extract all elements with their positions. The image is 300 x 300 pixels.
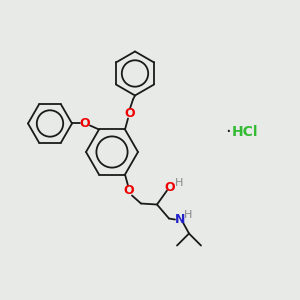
Text: ·: ·	[225, 123, 231, 141]
Text: O: O	[124, 184, 134, 197]
Text: O: O	[165, 181, 175, 194]
Text: H: H	[184, 209, 192, 220]
Text: O: O	[125, 107, 135, 120]
Text: O: O	[80, 117, 90, 130]
Text: H: H	[175, 178, 183, 188]
Text: N: N	[175, 213, 185, 226]
Text: HCl: HCl	[232, 125, 258, 139]
